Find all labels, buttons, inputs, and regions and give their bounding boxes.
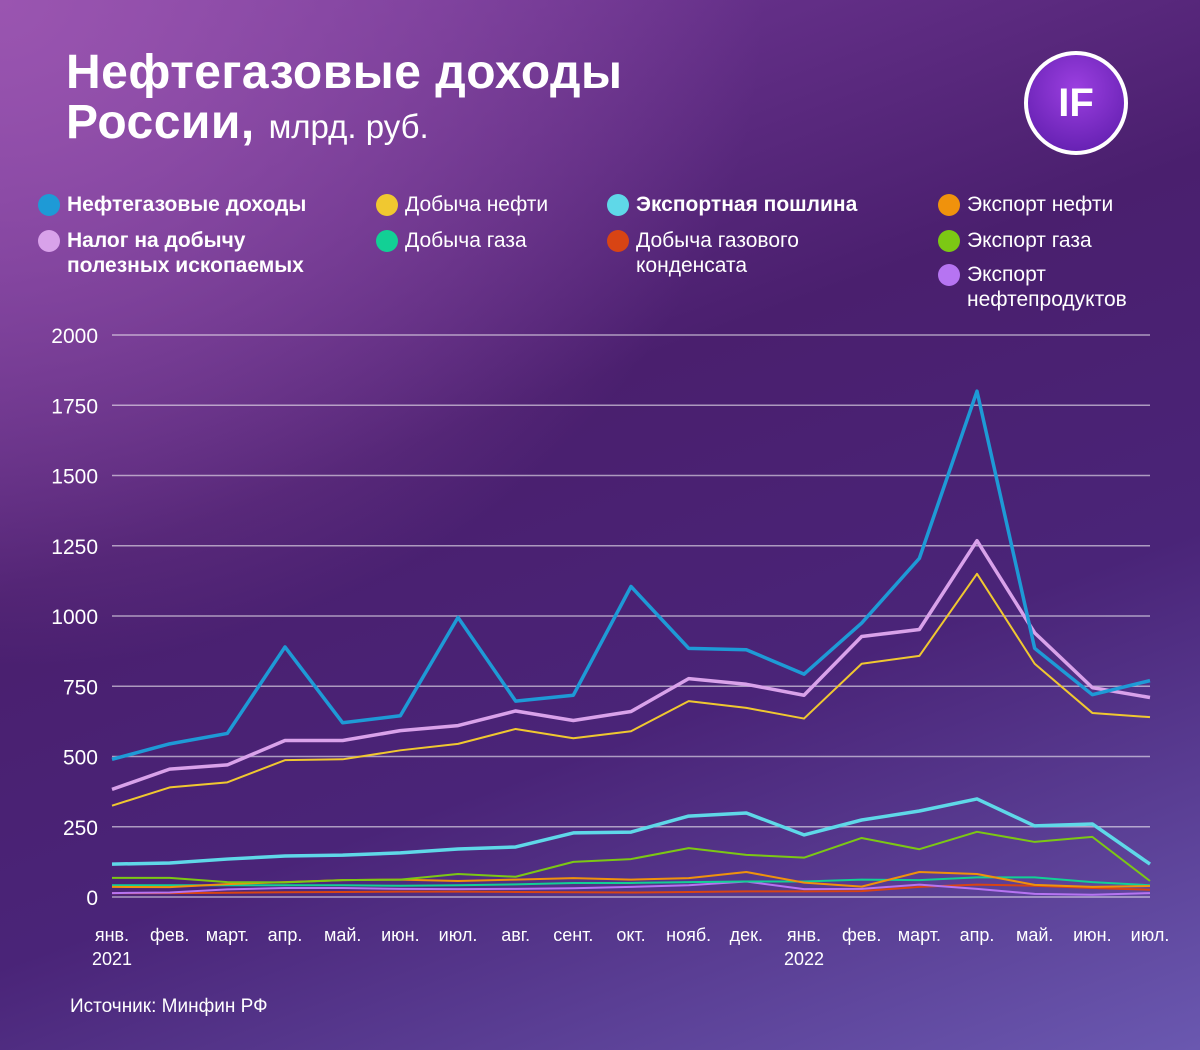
title-unit: млрд. руб. — [268, 108, 429, 145]
x-year-label: 2021 — [92, 949, 132, 969]
legend-label: Налог на добычу полезных ископаемых — [67, 229, 304, 277]
legend-dot-icon — [38, 230, 60, 252]
y-tick-label: 0 — [86, 887, 98, 910]
legend-label: Добыча газового конденсата — [636, 229, 799, 277]
legend-dot-icon — [376, 194, 398, 216]
legend-item: Экспортная пошлина — [607, 192, 932, 217]
y-tick-label: 750 — [63, 676, 98, 699]
legend-item: Добыча нефти — [376, 192, 601, 217]
x-tick-label: сент. — [553, 925, 593, 945]
legend-dot-icon — [607, 194, 629, 216]
legend-dot-icon — [938, 230, 960, 252]
title-country: России, — [66, 96, 255, 149]
legend-label: Экспорт газа — [967, 229, 1092, 252]
series-line — [111, 572, 1151, 807]
series-line — [112, 876, 1151, 887]
chart-title: Нефтегазовые доходы России, млрд. руб. — [66, 48, 622, 152]
legend-item: Налог на добычу полезных ископаемых — [38, 228, 368, 278]
legend-item: Добыча газового конденсата — [607, 228, 932, 278]
y-tick-label: 1000 — [51, 606, 98, 629]
x-tick-label: июн. — [381, 925, 420, 945]
series-line — [111, 880, 1151, 896]
source-note: Источник: Минфин РФ — [70, 996, 268, 1017]
legend-label: Добыча газа — [405, 229, 527, 252]
title-line1: Нефтегазовые доходы — [66, 46, 623, 99]
x-tick-label: авг. — [501, 925, 530, 945]
legend-label: Нефтегазовые доходы — [67, 193, 307, 216]
y-tick-label: 1500 — [51, 466, 98, 489]
legend-dot-icon — [938, 264, 960, 286]
x-tick-label: май. — [1016, 925, 1053, 945]
x-tick-label: нояб. — [666, 925, 711, 945]
legend-label: Экспорт нефтепродуктов — [967, 263, 1127, 311]
x-tick-label: янв. — [95, 925, 129, 945]
y-tick-label: 2000 — [51, 325, 98, 348]
x-tick-label: апр. — [960, 925, 995, 945]
legend-label: Добыча нефти — [405, 193, 549, 216]
title-line2: России, млрд. руб. — [66, 98, 622, 152]
x-tick-label: янв. — [787, 925, 821, 945]
series-line — [112, 830, 1151, 884]
legend-item: Добыча газа — [376, 228, 601, 253]
x-tick-label: фев. — [842, 925, 881, 945]
series-line — [111, 538, 1151, 792]
legend-item: Экспорт газа — [938, 228, 1198, 253]
legend-dot-icon — [376, 230, 398, 252]
y-tick-label: 500 — [63, 747, 98, 770]
x-tick-label: июл. — [439, 925, 478, 945]
x-tick-label: март. — [898, 925, 941, 945]
x-tick-label: март. — [206, 925, 249, 945]
series-line — [112, 883, 1151, 895]
x-tick-label: июл. — [1131, 925, 1170, 945]
x-tick-label: июн. — [1073, 925, 1112, 945]
legend-dot-icon — [38, 194, 60, 216]
y-tick-label: 250 — [63, 817, 98, 840]
y-tick-label: 1250 — [51, 536, 98, 559]
logo: IF — [1024, 51, 1128, 155]
series-line — [111, 389, 1151, 762]
legend-dot-icon — [938, 194, 960, 216]
x-tick-label: дек. — [730, 925, 763, 945]
legend-label: Экспорт нефти — [967, 193, 1114, 216]
x-tick-label: май. — [324, 925, 361, 945]
legend-item: Нефтегазовые доходы — [38, 192, 368, 217]
legend-dot-icon — [607, 230, 629, 252]
legend-item: Экспорт нефтепродуктов — [938, 262, 1198, 312]
x-tick-label: фев. — [150, 925, 189, 945]
legend-item: Экспорт нефти — [938, 192, 1198, 217]
y-tick-label: 1750 — [51, 395, 98, 418]
legend-label: Экспортная пошлина — [636, 193, 858, 216]
series-line — [111, 797, 1152, 866]
x-year-label: 2022 — [784, 949, 824, 969]
x-tick-label: окт. — [616, 925, 645, 945]
x-tick-label: апр. — [268, 925, 303, 945]
